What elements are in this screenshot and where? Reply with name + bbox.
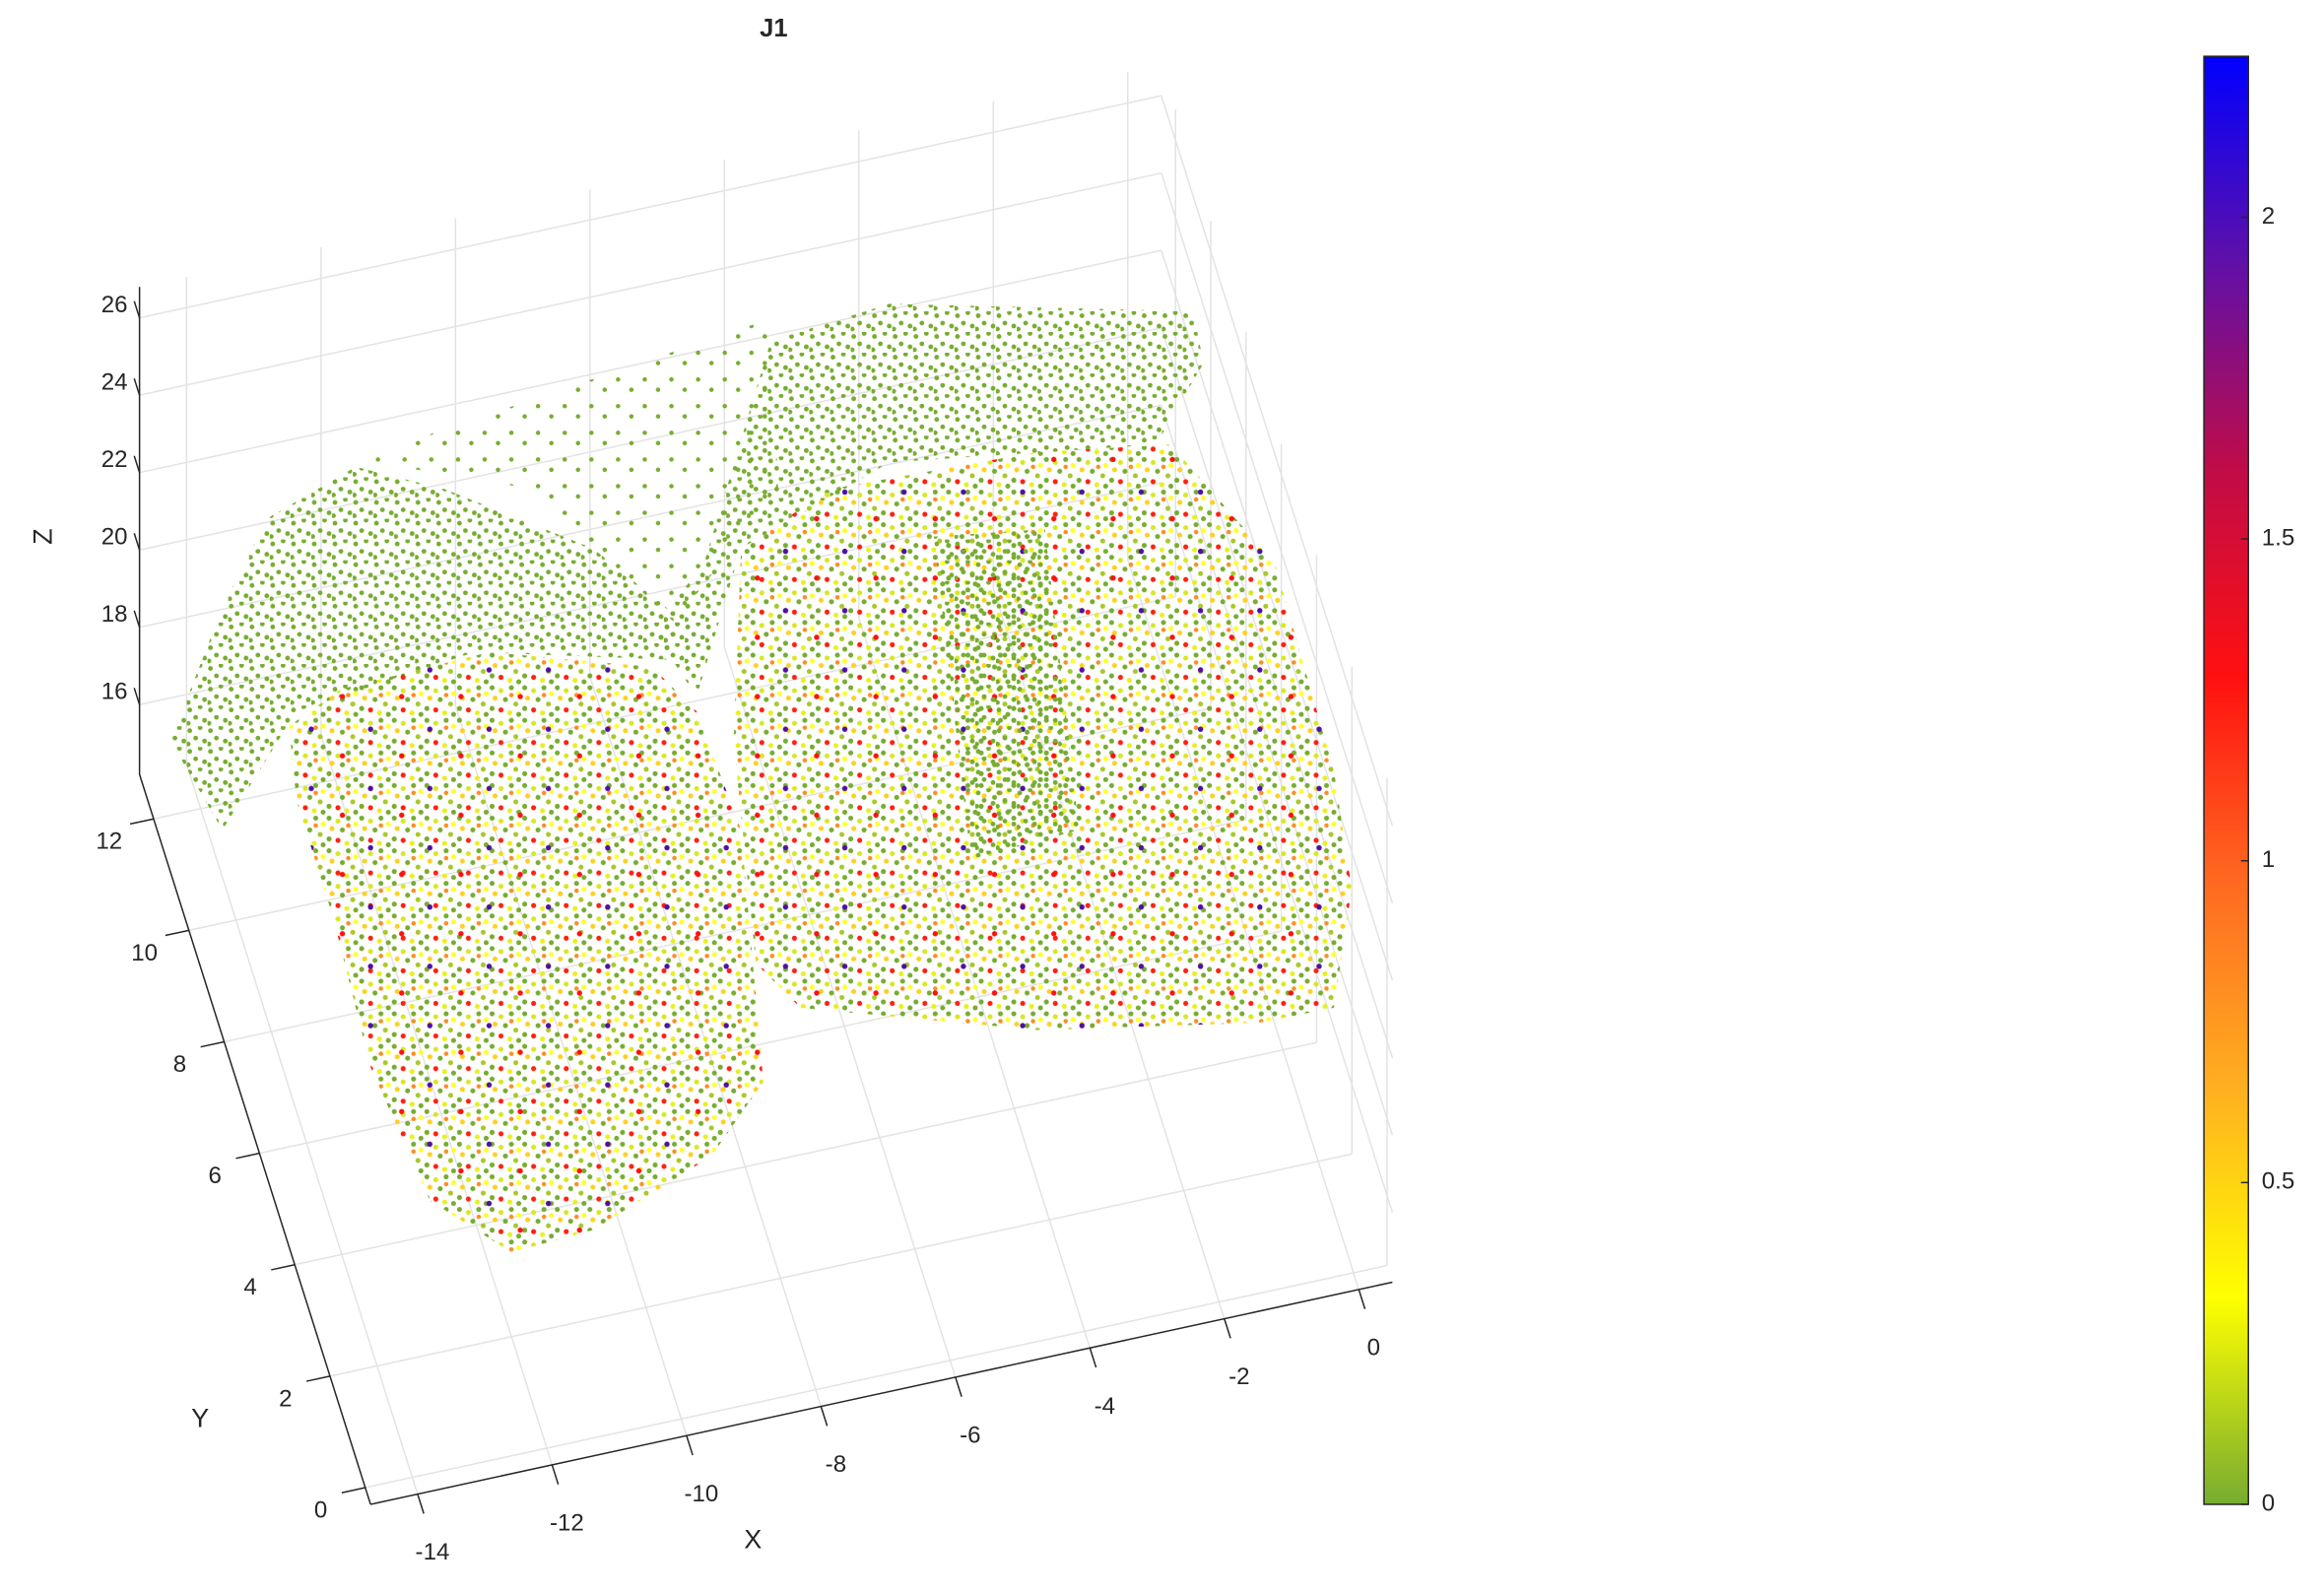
y-tick	[165, 929, 189, 937]
y-tick	[235, 1152, 260, 1160]
z-tick-label: 16	[101, 679, 128, 705]
rim-left	[170, 466, 686, 830]
handle-panel	[933, 529, 1080, 860]
colorbar-tick-label: 1.5	[2262, 524, 2294, 551]
y-tick-label: 8	[173, 1051, 186, 1078]
y-tick	[129, 818, 155, 826]
x-tick	[686, 1435, 694, 1456]
x-tick	[1224, 1318, 1231, 1339]
x-tick-label: -8	[826, 1451, 846, 1478]
z-tick	[133, 533, 141, 551]
x-axis-label: X	[744, 1524, 762, 1555]
z-tick	[133, 688, 141, 705]
x-tick-label: -6	[960, 1422, 980, 1448]
z-tick-label: 24	[101, 368, 128, 395]
y-tick-label: 0	[314, 1496, 327, 1523]
rim-right	[651, 303, 1204, 697]
y-tick-label: 6	[209, 1162, 222, 1189]
grid-line	[365, 1264, 1388, 1489]
z-tick	[133, 300, 141, 318]
cup-left-dots	[289, 651, 764, 1253]
z-tick	[133, 610, 141, 628]
x-tick	[955, 1376, 963, 1397]
x-tick-label: -14	[416, 1539, 450, 1565]
x-tick	[1089, 1348, 1097, 1368]
grid-line	[139, 171, 1162, 396]
sparse-top	[356, 318, 778, 623]
y-tick-label: 10	[131, 940, 158, 966]
y-axis	[138, 773, 371, 1505]
colorbar-tick-label: 0.5	[2262, 1168, 2294, 1195]
grid-line	[295, 1041, 1317, 1266]
y-tick	[305, 1375, 331, 1382]
z-tick-label: 18	[101, 601, 128, 628]
y-axis-label: Y	[191, 1402, 209, 1432]
x-tick	[551, 1464, 560, 1485]
y-tick-label: 12	[96, 829, 122, 855]
grid-line	[1161, 172, 1394, 903]
y-tick	[341, 1487, 365, 1494]
x-tick	[417, 1494, 425, 1514]
z-tick-label: 20	[101, 524, 128, 551]
z-tick-label: 22	[101, 446, 128, 473]
grid-line	[1161, 95, 1394, 827]
colorbar-tick-label: 0	[2262, 1490, 2275, 1516]
z-tick-label: 26	[101, 292, 128, 318]
x-axis	[369, 1281, 1393, 1505]
colorbar-tick-label: 2	[2262, 203, 2275, 230]
z-tick	[133, 455, 141, 473]
x-tick-label: -10	[685, 1481, 719, 1507]
y-tick	[200, 1040, 225, 1048]
y-tick-label: 2	[279, 1385, 292, 1412]
grid-line	[329, 1153, 1353, 1377]
x-tick	[820, 1406, 829, 1427]
colorbar	[2203, 55, 2249, 1505]
x-tick	[1358, 1289, 1366, 1309]
x-tick-label: -4	[1095, 1393, 1115, 1420]
colorbar-tick-label: 1	[2262, 846, 2275, 873]
z-tick	[133, 377, 141, 396]
x-tick-label: -12	[550, 1509, 584, 1536]
y-tick	[271, 1264, 296, 1271]
chart-title: J1	[760, 15, 787, 42]
y-tick-label: 4	[243, 1274, 256, 1300]
grid-line	[185, 764, 419, 1494]
x-tick-label: 0	[1367, 1334, 1380, 1361]
point-cloud	[170, 303, 1353, 1253]
x-tick-label: -2	[1228, 1363, 1249, 1390]
z-axis-label: Z	[27, 528, 57, 545]
grid-line	[139, 95, 1162, 319]
